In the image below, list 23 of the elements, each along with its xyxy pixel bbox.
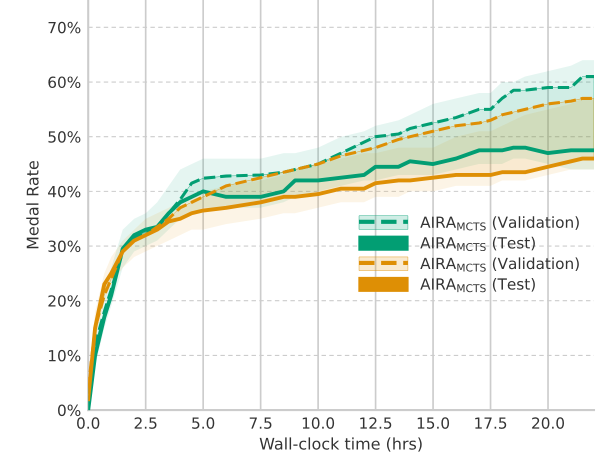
x-tick-label: 10.0 <box>302 417 334 429</box>
y-tick-label: 70% <box>48 22 80 34</box>
x-tick-label: 17.5 <box>475 418 506 429</box>
x-tick-label: 15.0 <box>418 417 450 429</box>
x-tick-label: 2.5 <box>134 417 156 429</box>
y-tick-label: 50% <box>48 131 80 143</box>
y-tick-label: 40% <box>48 186 80 198</box>
y-tick-label: 20% <box>48 295 80 307</box>
y-axis-title: Medal Rate <box>26 161 39 248</box>
x-tick-label: 12.5 <box>360 417 392 429</box>
x-tick-label: 0.0 <box>77 417 100 429</box>
x-tick-label: 5.0 <box>192 417 214 429</box>
y-tick-label: 60% <box>48 76 80 88</box>
x-tick-label: 7.5 <box>250 418 272 429</box>
x-tick-label: 20.0 <box>532 417 564 429</box>
x-axis-title: Wall-clock time (hrs) <box>260 437 422 452</box>
y-tick-label: 10% <box>48 350 80 362</box>
y-tick-label: 30% <box>48 240 80 252</box>
legend-label: AIRA$_{MCTS}$ (Test) <box>420 236 535 252</box>
legend-label: AIRA$_{MCTS}$ (Validation) <box>420 257 579 272</box>
legend-label: AIRA$_{MCTS}$ (Test) <box>420 278 535 292</box>
y-tick-label: 0% <box>58 404 80 416</box>
legend-label: AIRA$_{MCTS}$ (Validation) <box>420 216 579 230</box>
